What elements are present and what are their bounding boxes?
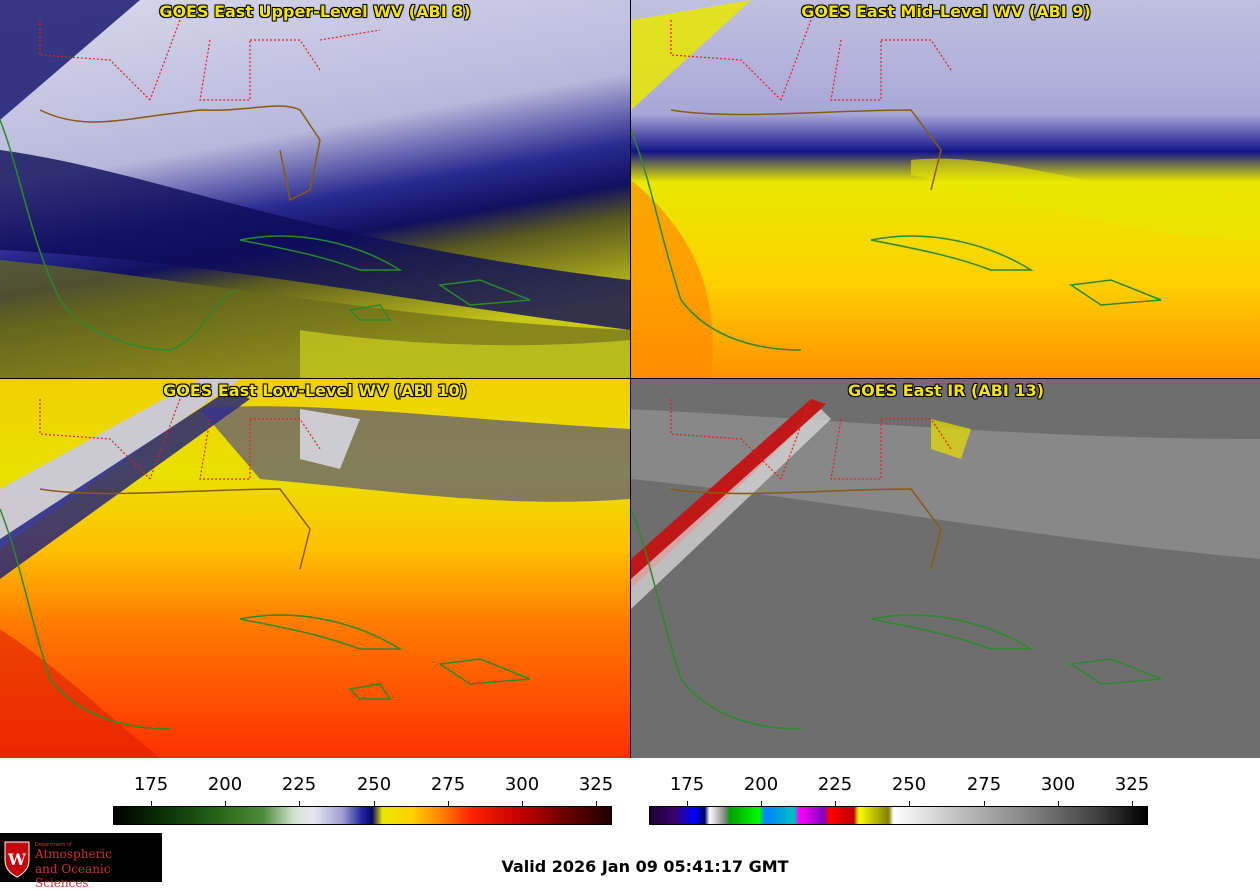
upper-level-wv-image xyxy=(0,0,630,379)
ir-tick xyxy=(761,801,762,806)
ir-tick-label: 175 xyxy=(669,774,705,795)
panel-mid-level-wv: GOES East Mid-Level WV (ABI 9) xyxy=(631,0,1260,379)
wv-tick-label: 225 xyxy=(281,774,317,795)
ir-tick-label: 200 xyxy=(743,774,779,795)
ir-tick-label: 325 xyxy=(1114,774,1150,795)
wv-tick xyxy=(299,801,300,806)
wv-tick-label: 300 xyxy=(504,774,540,795)
ir-tick-label: 225 xyxy=(817,774,853,795)
panel-title: GOES East Upper-Level WV (ABI 8) xyxy=(159,2,471,21)
panel-title: GOES East Mid-Level WV (ABI 9) xyxy=(801,2,1091,21)
ir-tick-label: 250 xyxy=(891,774,927,795)
wv-tick xyxy=(225,801,226,806)
panel-divider-vertical xyxy=(630,0,631,758)
wv-tick-label: 175 xyxy=(133,774,169,795)
wv-tick-label: 275 xyxy=(430,774,466,795)
panel-title: GOES East IR (ABI 13) xyxy=(847,381,1045,400)
ir-tick xyxy=(1132,801,1133,806)
panel-upper-level-wv: GOES East Upper-Level WV (ABI 8) xyxy=(0,0,630,379)
logo-line2: and Oceanic Sciences xyxy=(35,862,111,890)
wv-tick-label: 250 xyxy=(356,774,392,795)
ir-tick-label: 275 xyxy=(966,774,1002,795)
wv-tick-label: 200 xyxy=(207,774,243,795)
panel-low-level-wv: GOES East Low-Level WV (ABI 10) xyxy=(0,379,630,758)
ir-colorbar xyxy=(649,806,1148,825)
panel-title: GOES East Low-Level WV (ABI 10) xyxy=(163,381,467,400)
wv-colorbar xyxy=(113,806,612,825)
ir-tick xyxy=(984,801,985,806)
wv-tick xyxy=(151,801,152,806)
wv-tick xyxy=(448,801,449,806)
low-level-wv-image xyxy=(0,379,630,758)
ir-image xyxy=(631,379,1260,758)
valid-time: Valid 2026 Jan 09 05:41:17 GMT xyxy=(501,857,789,876)
ir-tick xyxy=(687,801,688,806)
wv-tick xyxy=(374,801,375,806)
crest-letter: W xyxy=(7,850,27,869)
wv-tick xyxy=(522,801,523,806)
wv-tick xyxy=(596,801,597,806)
logo-line1: Atmospheric xyxy=(35,847,112,861)
ir-tick xyxy=(835,801,836,806)
university-crest-icon: W xyxy=(4,841,30,878)
wv-tick-label: 325 xyxy=(578,774,614,795)
ir-tick xyxy=(1058,801,1059,806)
ir-tick xyxy=(909,801,910,806)
logo-department-text: Department of xyxy=(35,842,72,848)
ir-tick-label: 300 xyxy=(1040,774,1076,795)
panel-divider-horizontal xyxy=(0,378,1260,379)
mid-level-wv-image xyxy=(631,0,1260,379)
panel-ir: GOES East IR (ABI 13) xyxy=(631,379,1260,758)
aos-logo: W Department of Atmospheric and Oceanic … xyxy=(0,833,162,890)
